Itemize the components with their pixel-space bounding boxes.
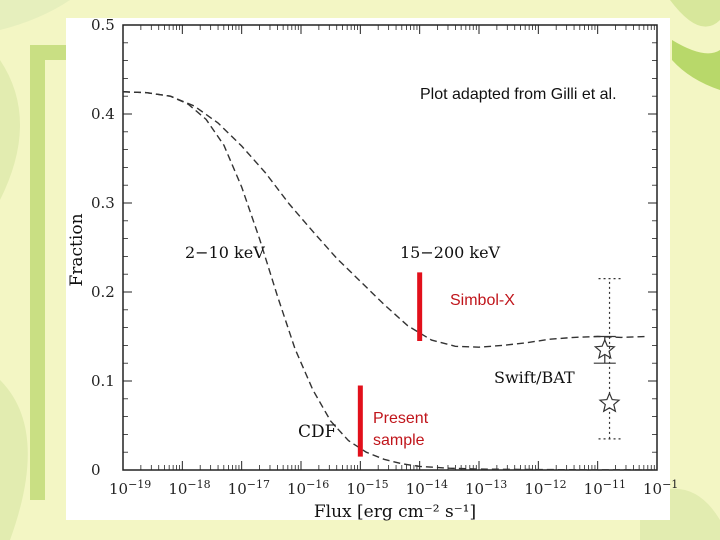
y-tick-label: 0.3 — [91, 194, 115, 212]
y-axis-label: Fraction — [67, 213, 87, 286]
series-line-2-10-kev — [122, 91, 658, 471]
x-tick-label: 10−1 — [643, 478, 678, 498]
label-cdf: CDF — [298, 422, 337, 442]
x-tick-label: 10−17 — [228, 478, 270, 498]
credit-annotation: Plot adapted from Gilli et al. — [420, 86, 617, 103]
label-sample: sample — [373, 432, 425, 449]
y-tick-label: 0.1 — [91, 372, 115, 390]
plot-frame — [122, 24, 658, 471]
y-tick-label: 0 — [91, 461, 101, 479]
y-tick-label: 0.5 — [91, 16, 115, 34]
series-line-15-200-kev — [122, 91, 646, 348]
x-tick-label: 10−13 — [465, 478, 507, 498]
leaf-decoration — [0, 60, 20, 200]
y-tick-label: 0.4 — [91, 105, 115, 123]
swift-bat-star-marker — [598, 391, 621, 413]
leaf-decoration — [672, 40, 720, 90]
label-simbol-x: Simbol-X — [450, 292, 515, 309]
leaf-decoration — [0, 0, 70, 30]
x-tick-label: 10−15 — [346, 478, 388, 498]
leaf-decoration — [0, 380, 28, 540]
x-tick-label: 10−18 — [168, 478, 210, 498]
label-15-200-kev: 15−200 keV — [400, 243, 501, 262]
x-tick-label: 10−19 — [109, 478, 151, 498]
leaf-decoration — [670, 0, 720, 27]
x-tick-label: 10−14 — [406, 478, 448, 498]
label-2-10-kev: 2−10 keV — [185, 243, 265, 262]
label-present: Present — [373, 410, 429, 427]
x-axis-label: Flux [erg cm⁻² s⁻¹] — [314, 502, 476, 522]
leaf-decoration — [30, 45, 70, 500]
y-tick-label: 0.2 — [91, 283, 115, 301]
x-tick-label: 10−16 — [287, 478, 329, 498]
plot-panel — [66, 18, 670, 520]
x-tick-label: 10−11 — [584, 478, 626, 498]
label-swift-bat: Swift/BAT — [494, 368, 575, 387]
x-tick-label: 10−12 — [524, 478, 566, 498]
